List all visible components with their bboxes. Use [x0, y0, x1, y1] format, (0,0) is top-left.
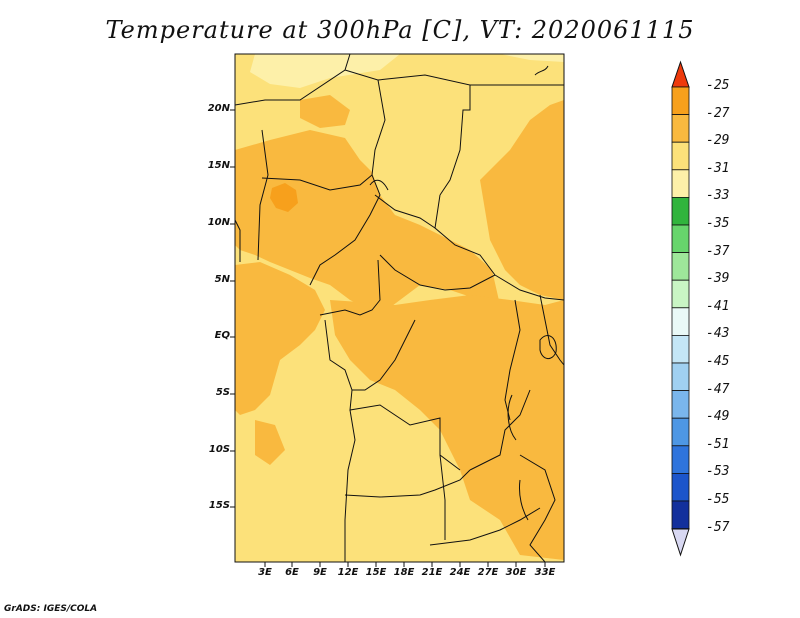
field-cool-ne	[500, 54, 564, 62]
lake-malawi	[519, 479, 529, 521]
grads-credit: GrADS: IGES/COLA	[4, 604, 98, 614]
colorbar-swatch	[671, 307, 690, 336]
field-warm-west	[235, 262, 325, 415]
border-zambia-tanzania	[469, 389, 531, 471]
lat-label: EQ	[214, 330, 230, 341]
colorbar-swatch	[671, 362, 690, 392]
colorbar-swatch	[671, 169, 690, 198]
lon-label: 6E	[285, 567, 299, 578]
lat-label: 15N	[207, 160, 230, 171]
colorbar-label: -29	[706, 133, 730, 149]
field-warm-north-patch	[300, 95, 350, 128]
field-warm-sw-patch	[255, 420, 285, 465]
colorbar-label: -45	[706, 354, 730, 369]
colorbar-swatch	[671, 114, 690, 143]
colorbar	[671, 60, 690, 557]
colorbar-label: -43	[706, 326, 730, 342]
colorbar-swatch	[671, 334, 690, 364]
colorbar-label: -51	[706, 436, 730, 452]
border-sudan-car	[434, 194, 496, 276]
field-warm-east	[480, 100, 564, 300]
colorbar-label: -25	[706, 78, 730, 93]
border-chad-car	[374, 194, 436, 229]
border-botswana-zimbabwe	[429, 507, 541, 546]
colorbar-label: -53	[706, 464, 730, 480]
border-angola-coast	[344, 409, 356, 562]
lat-label: 5N	[214, 274, 230, 285]
border-benin-niger	[257, 129, 269, 261]
border-nigeria-niger	[261, 174, 373, 191]
field-warm-congo	[330, 295, 564, 560]
colorbar-swatch	[671, 500, 690, 530]
colorbar-swatch	[671, 252, 690, 281]
colorbar-swatch	[671, 141, 690, 171]
colorbar-top-arrow	[671, 60, 690, 88]
border-angola-zambia	[439, 454, 446, 540]
lon-label: 15E	[365, 567, 387, 578]
colorbar-swatch	[671, 417, 690, 447]
colorbar-swatch	[671, 86, 690, 116]
border-chad-libya-sudan	[377, 74, 471, 196]
colorbar-label: -57	[706, 519, 730, 535]
field-warm-central-north	[235, 130, 500, 315]
lon-label: 9E	[313, 567, 327, 578]
lat-label: 5S	[215, 387, 230, 398]
border-cameroon-congo	[319, 259, 381, 316]
colorbar-label: -41	[706, 298, 730, 314]
colorbar-label: -37	[706, 243, 730, 259]
lake-victoria	[539, 335, 557, 359]
lon-label: 33E	[534, 567, 556, 578]
map-title: Temperature at 300hPa [C], VT: 202006111…	[105, 16, 695, 44]
lon-label: 24E	[449, 567, 471, 578]
colorbar-swatch	[671, 196, 690, 226]
lon-label: 12E	[337, 567, 359, 578]
colorbar-label: -33	[706, 188, 730, 204]
temperature-field	[235, 54, 564, 562]
lat-label: 20N	[207, 103, 230, 114]
colorbar-swatch	[671, 224, 690, 254]
border-niger-chad	[344, 69, 386, 176]
lon-label: 21E	[421, 567, 443, 578]
lat-label: 15S	[208, 500, 230, 511]
lat-label: 10N	[207, 217, 230, 228]
border-car-drc	[379, 254, 496, 291]
colorbar-label: -35	[706, 216, 730, 231]
lon-label: 30E	[505, 567, 527, 578]
field-warmest-spot	[270, 183, 298, 212]
colorbar-swatch	[671, 445, 690, 474]
axis-ticks	[230, 109, 546, 567]
border-angola-namibia	[344, 469, 471, 498]
colorbar-swatch	[671, 279, 690, 309]
colorbar-label: -27	[706, 105, 730, 121]
border-mozambique	[519, 454, 556, 562]
colorbar-bottom-arrow	[671, 528, 690, 557]
colorbar-label: -55	[706, 492, 730, 507]
colorbar-label: -39	[706, 271, 730, 287]
colorbar-swatch	[671, 472, 690, 502]
border-kenya-uganda	[539, 294, 564, 366]
border-south-sudan-ethiopia	[494, 274, 564, 301]
coast-gulf-guinea	[235, 219, 241, 262]
colorbar-label: -47	[706, 381, 730, 397]
lake-chad	[369, 179, 389, 191]
border-congo-drc	[324, 319, 416, 391]
colorbar-label: -49	[706, 409, 730, 425]
lat-label: 10S	[208, 444, 230, 455]
border-algeria-niger	[235, 54, 351, 106]
colorbar-label: -31	[706, 160, 730, 176]
lon-label: 18E	[393, 567, 415, 578]
border-nigeria-cameroon	[309, 174, 381, 286]
lon-label: 3E	[258, 567, 272, 578]
map-frame	[234, 53, 565, 563]
lon-label: 27E	[477, 567, 499, 578]
field-cool-north	[250, 54, 400, 88]
coast-red-sea	[534, 65, 549, 76]
country-borders	[235, 54, 564, 562]
colorbar-swatch	[671, 390, 690, 419]
border-drc-east	[504, 299, 521, 421]
lake-tanganyika	[507, 394, 517, 441]
